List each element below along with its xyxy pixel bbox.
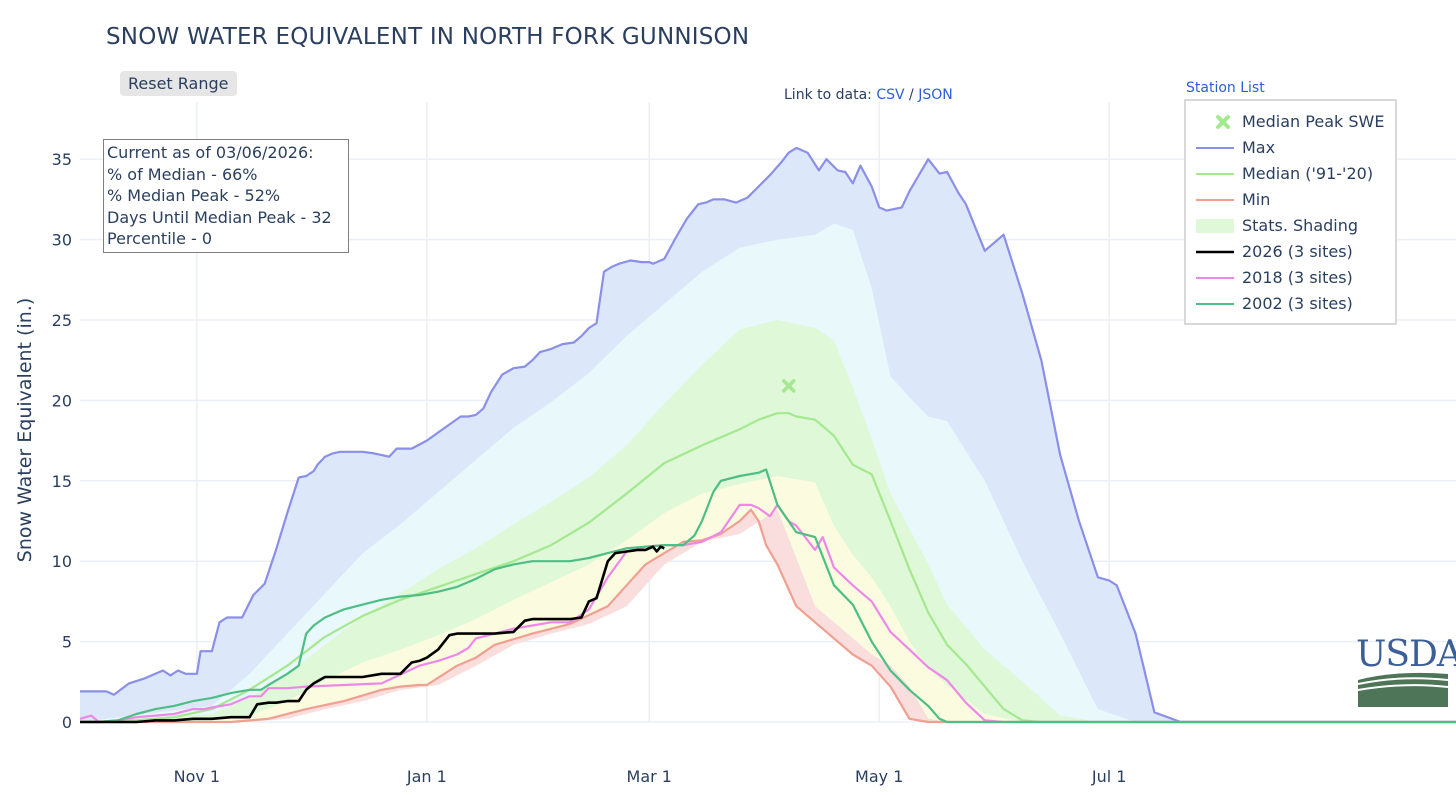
days-until-median-peak: Days Until Median Peak - 32 (107, 207, 332, 227)
y-tick-label: 25 (52, 311, 72, 330)
legend-item-2018[interactable]: 2018 (3 sites) (1186, 265, 1395, 291)
y-tick-label: 10 (52, 552, 72, 571)
x-tick-label: Jan 1 (406, 767, 447, 786)
y-tick-label: 35 (52, 150, 72, 169)
legend-label: 2018 (3 sites) (1242, 268, 1353, 287)
legend-item-max[interactable]: Max (1186, 135, 1395, 161)
legend-item-median-peak[interactable]: Median Peak SWE (1186, 109, 1395, 135)
y-tick-label: 20 (52, 391, 72, 410)
current-as-of: Current as of 03/06/2026: (107, 143, 314, 162)
json-link[interactable]: JSON (918, 87, 953, 103)
current-status-box: Current as of 03/06/2026: % of Median - … (103, 139, 349, 253)
y-tick-labels: 0 5 10 15 20 25 30 35 (52, 150, 72, 732)
legend-item-stats-shading[interactable]: Stats. Shading (1186, 213, 1395, 239)
median-peak-markers (781, 379, 796, 393)
percent-median-peak: % Median Peak - 52% (107, 186, 281, 205)
station-list-link[interactable]: Station List (1186, 80, 1265, 96)
x-tick-labels: Nov 1 Jan 1 Mar 1 May 1 Jul 1 (174, 767, 1127, 786)
line-swatch-icon (1196, 173, 1234, 175)
legend-item-2026[interactable]: 2026 (3 sites) (1186, 239, 1395, 265)
line-swatch-icon (1196, 250, 1234, 254)
legend-item-min[interactable]: Min (1186, 187, 1395, 213)
line-swatch-icon (1196, 303, 1234, 305)
band-p30-p10 (80, 475, 1456, 722)
legend-label: Median ('91-'20) (1242, 164, 1374, 183)
band-p70-p10 (80, 319, 1456, 722)
legend-item-2002[interactable]: 2002 (3 sites) (1186, 291, 1395, 317)
legend-label: Max (1242, 138, 1276, 157)
series-line-median-91-20 (79, 412, 1456, 724)
legend-label: Min (1242, 190, 1271, 209)
legend-item-median[interactable]: Median ('91-'20) (1186, 161, 1395, 187)
x-tick-label: Nov 1 (174, 767, 221, 786)
legend-label: 2002 (3 sites) (1242, 294, 1353, 313)
data-links-prefix: Link to data: (784, 87, 872, 103)
usda-logo: USDA (1356, 634, 1456, 708)
y-axis-label: Snow Water Equivalent (in.) (14, 297, 36, 563)
line-swatch-icon (1196, 147, 1234, 149)
usda-logo-text: USDA (1356, 634, 1456, 675)
series-line-2026-3-sites (80, 545, 665, 724)
legend-label: Median Peak SWE (1242, 112, 1385, 131)
series-line-2018-3-sites (79, 503, 1456, 724)
reset-range-button[interactable]: Reset Range (120, 71, 237, 96)
y-tick-label: 5 (62, 633, 72, 652)
legend-label: Stats. Shading (1242, 216, 1359, 235)
percentile: Percentile - 0 (107, 229, 213, 248)
legend: Median Peak SWE Max Median ('91-'20) Min… (1184, 99, 1397, 325)
chart-title: SNOW WATER EQUIVALENT IN NORTH FORK GUNN… (106, 24, 750, 50)
line-swatch-icon (1196, 277, 1234, 279)
y-tick-label: 15 (52, 472, 72, 491)
data-links: Link to data: CSV / JSON (784, 87, 953, 103)
y-tick-label: 0 (62, 713, 72, 732)
x-tick-label: Jul 1 (1091, 767, 1127, 786)
series-line-2002-3-sites (80, 468, 1456, 724)
usda-field-icon (1357, 672, 1449, 707)
series-line-max (80, 146, 1456, 724)
series-lines (79, 146, 1456, 724)
x-marker-icon (1216, 115, 1230, 129)
x-tick-label: Mar 1 (627, 767, 672, 786)
y-tick-label: 30 (52, 231, 72, 250)
csv-link[interactable]: CSV (876, 87, 905, 103)
percent-of-median: % of Median - 66% (107, 164, 258, 184)
series-line-min (80, 508, 1456, 724)
fill-swatch-icon (1196, 219, 1234, 233)
legend-label: 2026 (3 sites) (1242, 242, 1353, 261)
median-peak-marker (781, 379, 796, 393)
data-links-separator: / (909, 87, 914, 103)
line-swatch-icon (1196, 199, 1234, 201)
x-tick-label: May 1 (855, 767, 903, 786)
